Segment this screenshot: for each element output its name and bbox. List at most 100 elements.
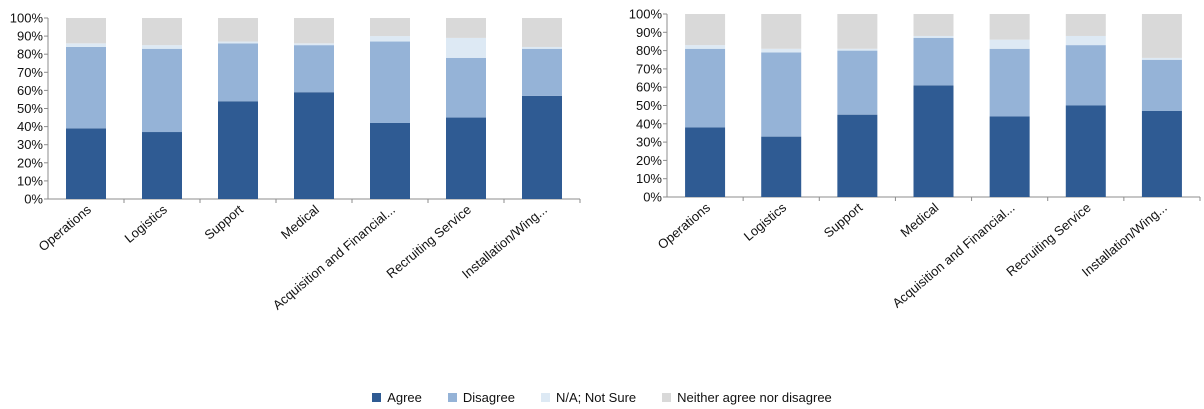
y-tick-label: 90% — [636, 25, 662, 40]
bar-segment — [218, 18, 258, 42]
x-tick-label: Support — [821, 200, 866, 241]
y-tick-label: 40% — [17, 119, 43, 134]
bar-segment — [913, 37, 954, 86]
legend-item-disagree: Disagree — [447, 390, 515, 405]
bar-segment — [1141, 59, 1182, 111]
legend-swatch-not-sure — [540, 393, 550, 402]
bar-segment — [370, 122, 410, 199]
y-tick-label: 50% — [17, 101, 43, 116]
bar-segment — [837, 50, 878, 115]
bar-segment — [142, 132, 182, 199]
bar-segment — [294, 18, 334, 44]
bar-segment — [1141, 110, 1182, 197]
legend-label-disagree: Disagree — [462, 390, 515, 405]
bar-segment — [522, 48, 562, 96]
bar-segment — [989, 116, 1030, 197]
bar-segment — [685, 127, 726, 197]
bar-segment — [446, 37, 486, 58]
bar-segment — [446, 57, 486, 118]
bar-segment — [1141, 57, 1182, 60]
y-tick-label: 70% — [636, 61, 662, 76]
bar-segment — [218, 41, 258, 44]
bar-segment — [294, 92, 334, 199]
legend-item-agree: Agree — [372, 390, 422, 405]
x-tick-label: Support — [201, 202, 246, 243]
y-tick-label: 20% — [17, 155, 43, 170]
bar-segment — [913, 85, 954, 197]
chart-1: 0% 10% 20% 30% 40% 50% 60% 70% 80% 90% 100% Operati… — [10, 11, 581, 313]
y-tick-label: 100% — [10, 11, 44, 26]
bar-segment — [1065, 105, 1106, 197]
x-tick-label: Medical — [278, 202, 322, 242]
y-tick-label: 90% — [17, 29, 43, 44]
bar-segment — [142, 18, 182, 46]
x-tick-label: Acquisition and Financial... — [270, 202, 398, 313]
bar-segment — [837, 14, 878, 49]
legend-label-neither: Neither agree nor disagree — [677, 390, 832, 405]
bar-segment — [989, 39, 1030, 49]
bar-segment — [370, 18, 410, 37]
bar-segment — [66, 128, 106, 199]
y-tick-label: 10% — [636, 171, 662, 186]
x-tick-label: Acquisition and Financial... — [889, 200, 1017, 311]
bar-segment — [837, 114, 878, 197]
y-tick-label: 70% — [17, 65, 43, 80]
bar-segment — [370, 36, 410, 42]
chart-2: 0% 10% 20% 30% 40% 50% 60% 70% 80% 90% 100% Operati… — [629, 7, 1201, 311]
bar-segment — [761, 52, 802, 137]
x-tick-label: Logistics — [741, 199, 790, 243]
bar-segment — [685, 45, 726, 49]
bar-segment — [370, 41, 410, 123]
bar-segment — [685, 48, 726, 128]
y-tick-label: 60% — [17, 83, 43, 98]
y-tick-label: 80% — [17, 47, 43, 62]
y-tick-label: 20% — [636, 153, 662, 168]
y-tick-label: 30% — [17, 137, 43, 152]
bar-segment — [1065, 45, 1106, 106]
bar-segment — [1065, 35, 1106, 46]
bar-segment — [837, 48, 878, 51]
bar-segment — [913, 35, 954, 38]
y-tick-label: 100% — [629, 7, 663, 22]
chart-legend: Agree Disagree N/A; Not Sure Neither agr… — [0, 390, 1204, 405]
y-tick-label: 0% — [24, 192, 43, 207]
y-tick-label: 80% — [636, 43, 662, 58]
bar-segment — [1065, 14, 1106, 36]
bar-segment — [446, 117, 486, 199]
x-tick-label: Operations — [36, 201, 95, 254]
y-tick-label: 50% — [636, 98, 662, 113]
legend-swatch-neither — [662, 393, 672, 402]
bar-segment — [294, 45, 334, 93]
y-tick-label: 30% — [636, 135, 662, 150]
legend-swatch-agree — [372, 393, 382, 402]
bar-segment — [66, 46, 106, 129]
bar-segment — [761, 136, 802, 197]
y-tick-label: 0% — [643, 190, 662, 205]
y-tick-label: 40% — [636, 116, 662, 131]
y-tick-label: 10% — [17, 173, 43, 188]
bar-segment — [446, 18, 486, 38]
x-tick-label: Operations — [655, 199, 714, 252]
bar-segment — [66, 18, 106, 44]
bar-segment — [218, 43, 258, 102]
bar-segment — [66, 43, 106, 47]
bar-segment — [522, 95, 562, 199]
bar-segment — [142, 48, 182, 133]
bar-segment — [989, 14, 1030, 40]
legend-item-neither: Neither agree nor disagree — [662, 390, 832, 405]
legend-swatch-disagree — [447, 393, 457, 402]
legend-label-agree: Agree — [387, 390, 422, 405]
bar-segment — [685, 14, 726, 46]
bar-segment — [522, 46, 562, 49]
bar-segment — [761, 14, 802, 49]
x-tick-label: Logistics — [122, 201, 171, 245]
legend-item-not-sure: N/A; Not Sure — [540, 390, 636, 405]
bar-segment — [913, 14, 954, 36]
x-tick-label: Medical — [897, 200, 941, 240]
bar-segment — [294, 43, 334, 46]
bar-segment — [989, 48, 1030, 117]
bar-segment — [761, 48, 802, 53]
bar-segment — [218, 101, 258, 199]
y-tick-label: 60% — [636, 80, 662, 95]
